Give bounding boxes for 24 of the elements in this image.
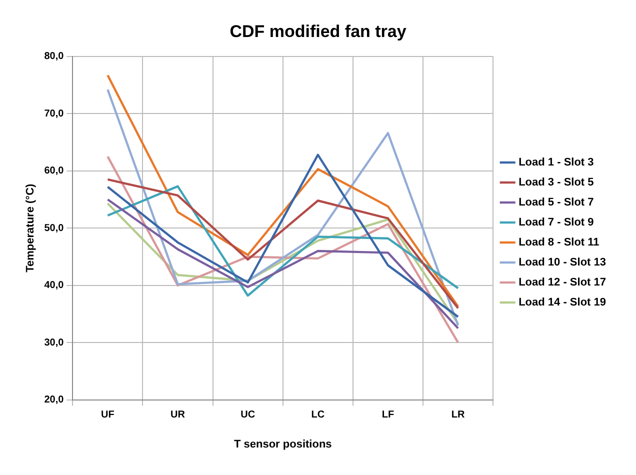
x-tick-label: UC <box>240 410 256 421</box>
y-tick-label: 70,0 <box>44 108 64 120</box>
x-tick-label: UR <box>170 410 186 421</box>
legend-label: Load 10 - Slot 13 <box>518 256 606 269</box>
legend-label: Load 14 - Slot 19 <box>518 296 606 309</box>
legend-label: Load 8 - Slot 11 <box>518 236 600 249</box>
legend-label: Load 3 - Slot 5 <box>518 176 594 189</box>
y-tick-label: 30,0 <box>44 337 64 348</box>
y-tick-label: 40,0 <box>44 280 64 292</box>
x-tick-label: UF <box>101 410 114 421</box>
x-tick-label: LC <box>311 410 325 421</box>
y-tick-label: 20,0 <box>44 394 64 406</box>
y-axis-title: Temperature (°C) <box>24 183 37 272</box>
x-tick-label: LR <box>451 410 466 421</box>
chart-title: CDF modified fan tray <box>230 22 407 41</box>
x-axis-title: T sensor positions <box>234 438 332 450</box>
x-tick-label: LF <box>382 410 394 421</box>
legend-label: Load 1 - Slot 3 <box>518 156 594 169</box>
y-tick-label: 60,0 <box>44 166 64 177</box>
legend-label: Load 12 - Slot 17 <box>518 276 606 289</box>
legend-label: Load 5 - Slot 7 <box>518 196 594 209</box>
legend-label: Load 7 - Slot 9 <box>518 216 594 229</box>
y-tick-label: 50,0 <box>44 222 64 234</box>
y-tick-label: 80,0 <box>44 51 64 62</box>
